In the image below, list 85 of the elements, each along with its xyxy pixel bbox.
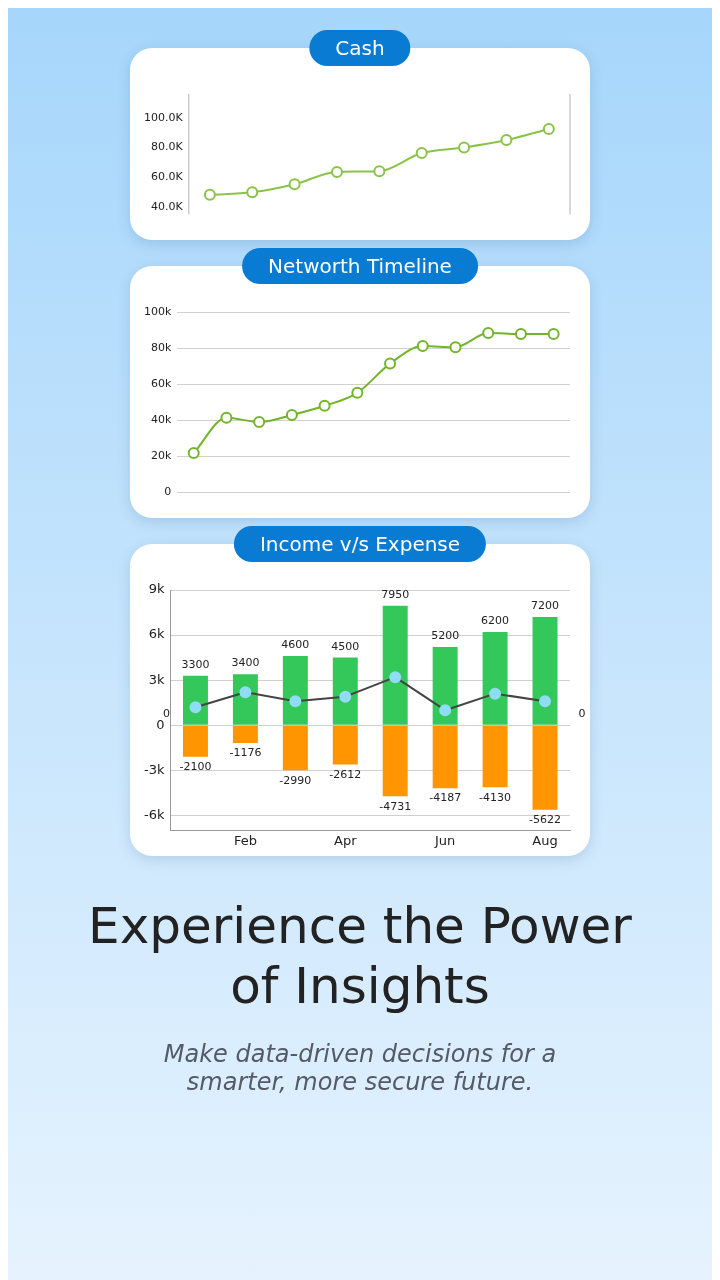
bar	[332, 725, 358, 765]
point	[389, 671, 402, 684]
point	[289, 695, 302, 708]
point	[351, 386, 364, 399]
point	[542, 122, 555, 135]
point	[239, 686, 252, 699]
data-label: -1176	[229, 746, 262, 760]
data-label: -4731	[379, 799, 412, 813]
point	[500, 134, 513, 147]
x-tick-label: Aug	[532, 832, 558, 848]
point	[458, 141, 471, 154]
point	[189, 701, 202, 714]
y-tick-label: 0	[156, 716, 165, 732]
data-label: -4130	[479, 790, 512, 804]
chart-title: Income v/s Expense	[233, 526, 487, 562]
text: Experience the Power of Insights	[87, 896, 633, 1016]
y-tick-label: 0	[164, 485, 172, 499]
point	[187, 447, 200, 460]
bar	[482, 632, 508, 725]
y-tick-label: 80.0K	[150, 140, 184, 154]
point	[439, 704, 452, 717]
bar	[432, 647, 458, 725]
data-label: -5622	[529, 813, 562, 827]
point	[373, 165, 386, 178]
point	[318, 399, 331, 412]
data-label: 4600	[281, 638, 310, 652]
bar	[332, 657, 358, 725]
y-tick-label: 100k	[143, 304, 172, 318]
point	[253, 416, 266, 429]
y-tick-label: 40k	[150, 413, 172, 427]
point	[339, 690, 352, 703]
y-tick-label: -3k	[143, 761, 165, 777]
data-label: 7200	[531, 599, 560, 613]
text: Make data-driven decisions for a smarter, more secure future.	[162, 1040, 558, 1096]
point	[514, 328, 527, 341]
point	[449, 341, 462, 354]
data-label: 4500	[331, 639, 360, 653]
point	[330, 165, 343, 178]
data-label: 7950	[381, 588, 410, 602]
point	[482, 327, 495, 340]
bar	[382, 725, 408, 797]
point	[220, 411, 233, 424]
point	[415, 147, 428, 160]
y-tick-label: 9k	[148, 581, 165, 597]
x-tick-label: Feb	[233, 832, 257, 848]
y-tick-label: 100.0K	[143, 110, 184, 124]
bar	[232, 725, 258, 743]
bar	[382, 605, 408, 725]
text: 0	[578, 706, 586, 720]
chart-title: Cash	[309, 30, 411, 66]
point	[384, 357, 397, 370]
data-label: -2990	[279, 773, 312, 787]
bar	[432, 725, 458, 789]
y-tick-label: 80k	[150, 340, 172, 354]
bar	[282, 656, 308, 725]
point	[246, 186, 259, 199]
point	[416, 340, 429, 353]
data-label: -4187	[429, 791, 462, 805]
bar	[482, 725, 508, 788]
y-tick-label: 40.0K	[150, 199, 184, 213]
bar	[182, 725, 208, 757]
data-label: 3300	[181, 658, 210, 671]
point	[288, 178, 301, 191]
data-label: -2100	[179, 760, 212, 774]
bar	[532, 725, 558, 810]
y-tick-label: 60.0K	[150, 170, 184, 184]
data-label: 5200	[431, 629, 460, 643]
bar	[532, 617, 558, 725]
data-label: -2612	[329, 767, 362, 781]
point	[203, 188, 216, 201]
y-tick-label: 6k	[148, 626, 165, 642]
bar	[282, 725, 308, 771]
data-label: 3400	[231, 656, 260, 670]
data-label: 6200	[481, 614, 510, 628]
y-tick-label: 20k	[150, 449, 172, 463]
y-tick-label: 60k	[150, 377, 172, 391]
x-tick-label: Jun	[434, 832, 456, 848]
y-tick-label: 3k	[148, 671, 165, 687]
y-tick-label: -6k	[143, 806, 165, 822]
point	[285, 409, 298, 422]
point	[539, 695, 552, 708]
point	[547, 328, 560, 341]
point	[489, 687, 502, 700]
chart-title: Networth Timeline	[242, 248, 478, 284]
x-tick-label: Apr	[334, 832, 358, 848]
